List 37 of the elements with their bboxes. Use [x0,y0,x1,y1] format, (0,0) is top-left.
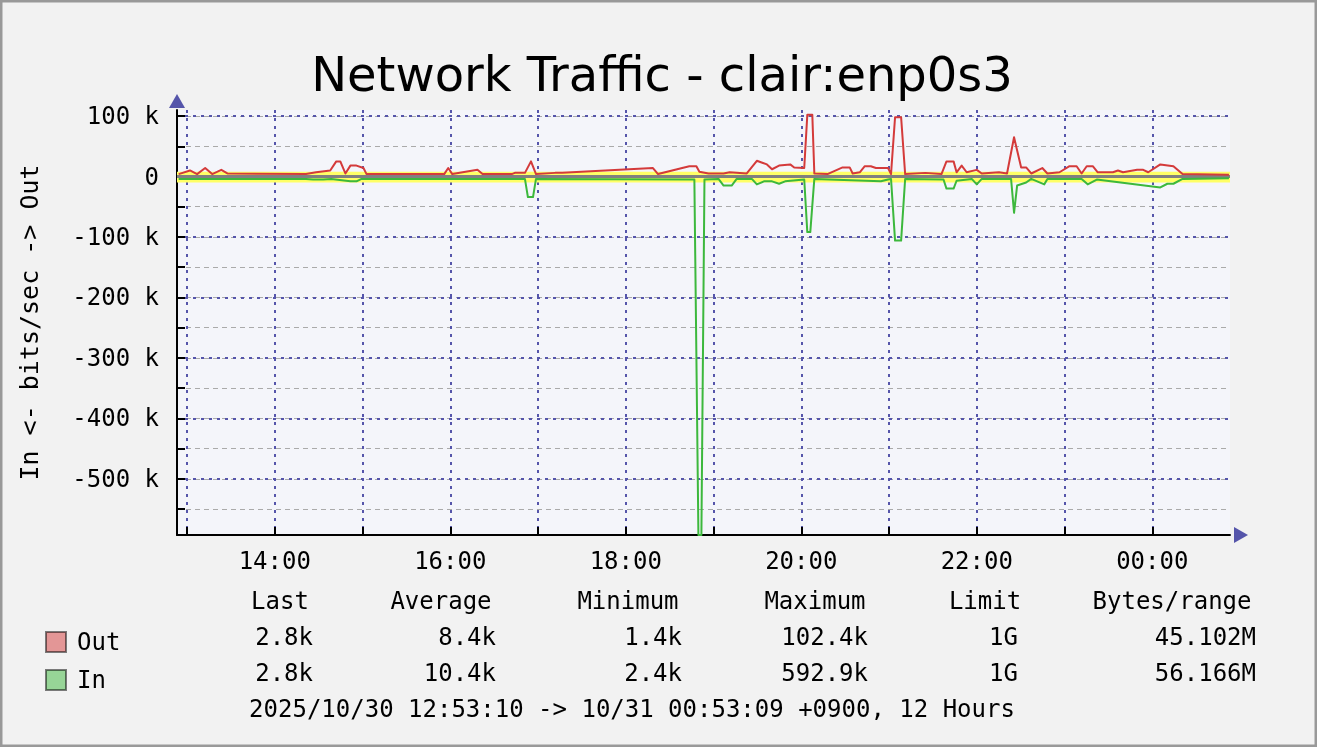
x-tick-label: 00:00 [1116,547,1189,575]
text: 56.166M [1154,659,1256,687]
y-tick-label: -200 k [72,283,160,312]
text: Maximum [764,587,866,615]
text: 1.4k [624,623,683,651]
text: 2.4k [624,659,683,687]
text: 2025/10/30 12:53:10 -> 10/31 00:53:09 +0900, 12 Hours [249,695,1015,723]
x-tick-label: 14:00 [238,547,311,575]
text: 10.4k [423,659,497,687]
y-tick-label: 100 k [86,102,160,131]
y-tick-label: 0 [144,162,159,191]
legend-label: Out [77,628,121,656]
x-tick-label: 18:00 [589,547,662,575]
text: 102.4k [781,623,869,651]
legend-label: In [77,666,106,694]
y-axis-title: In <- bits/sec -> Out [15,164,44,481]
text: 45.102M [1154,623,1256,651]
text: Last [251,587,309,615]
y-tick-label: -500 k [72,464,160,493]
y-tick-label: -300 k [72,343,160,372]
y-tick-label: -100 k [72,222,160,251]
text: 1G [989,623,1018,651]
text: Minimum [577,587,679,615]
x-tick-label: 16:00 [414,547,487,575]
y-tick-label: -400 k [72,404,160,433]
text: Bytes/range [1092,587,1252,615]
line-series [177,113,1230,176]
text: 1G [989,659,1018,687]
chart-title: Network Traffic - clair:enp0s3 [311,46,1013,102]
text: Average [390,587,492,615]
x-tick-label: 20:00 [765,547,838,575]
text: 8.4k [438,623,497,651]
text: 592.9k [781,659,869,687]
x-tick-label: 22:00 [940,547,1013,575]
text: Limit [948,587,1022,615]
text: 2.8k [255,659,314,687]
text: 2.8k [255,623,314,651]
